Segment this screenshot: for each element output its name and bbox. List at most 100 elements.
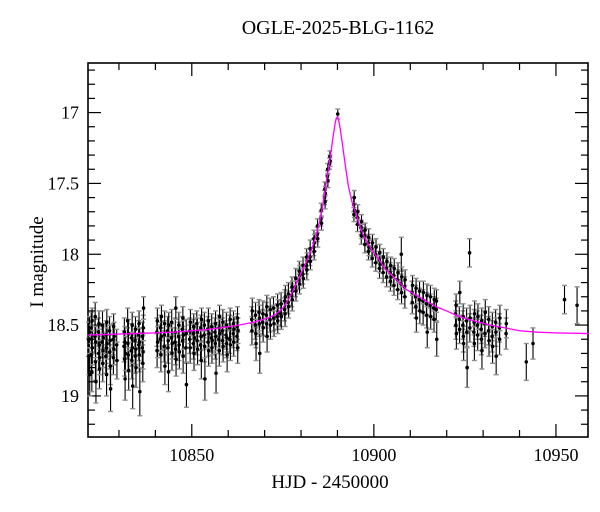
- data-point: [479, 327, 483, 332]
- data-point: [177, 323, 181, 327]
- data-point: [359, 234, 364, 238]
- data-point: [123, 351, 128, 356]
- data-point: [297, 269, 302, 274]
- data-point: [181, 354, 185, 359]
- data-point: [323, 200, 327, 204]
- data-point: [177, 350, 182, 354]
- data-point: [166, 345, 170, 350]
- data-point: [260, 320, 265, 325]
- data-point: [111, 355, 116, 360]
- data-point: [377, 266, 382, 271]
- data-point: [97, 343, 102, 347]
- data-point: [428, 294, 433, 299]
- data-point: [504, 331, 508, 336]
- data-point: [184, 345, 188, 350]
- data-point: [217, 348, 222, 353]
- data-point: [191, 331, 196, 336]
- data-point: [93, 334, 97, 339]
- data-point: [224, 333, 228, 337]
- data-point: [224, 341, 229, 346]
- data-point: [217, 331, 222, 336]
- data-point: [89, 326, 94, 330]
- data-point: [166, 370, 171, 374]
- y-tick-label: 18: [61, 244, 79, 264]
- data-point: [253, 313, 258, 317]
- data-point: [486, 317, 491, 322]
- data-point: [96, 351, 101, 356]
- data-point: [454, 323, 458, 327]
- data-point: [414, 304, 418, 309]
- data-point: [199, 326, 203, 330]
- data-point: [366, 249, 371, 254]
- data-point: [198, 343, 203, 347]
- data-point: [312, 249, 316, 254]
- data-point: [483, 331, 487, 336]
- data-point: [203, 377, 207, 381]
- data-point: [272, 321, 276, 326]
- data-point: [188, 345, 192, 350]
- data-point: [100, 340, 105, 344]
- data-point: [531, 341, 535, 346]
- data-point: [115, 358, 119, 363]
- data-point: [384, 275, 389, 279]
- data-point: [290, 297, 295, 302]
- data-point: [206, 348, 211, 353]
- data-point: [141, 350, 145, 354]
- data-point: [494, 330, 498, 334]
- data-point: [97, 355, 102, 360]
- data-point: [86, 337, 91, 342]
- data-point: [100, 361, 105, 366]
- data-point: [457, 317, 462, 322]
- data-point: [250, 328, 254, 333]
- data-point: [235, 334, 239, 339]
- data-point: [487, 338, 491, 343]
- data-point: [434, 337, 439, 342]
- data-point: [174, 357, 178, 361]
- data-point: [130, 384, 135, 388]
- data-point: [253, 323, 258, 327]
- data-point: [210, 338, 215, 343]
- data-point: [199, 317, 204, 322]
- data-point: [130, 358, 134, 363]
- data-point: [170, 341, 175, 346]
- data-point: [216, 337, 221, 342]
- data-point: [129, 348, 134, 353]
- data-point: [275, 319, 280, 323]
- data-point: [90, 370, 94, 374]
- data-point: [279, 302, 283, 306]
- data-point: [250, 309, 255, 313]
- data-point: [104, 372, 109, 377]
- data-point: [396, 270, 400, 275]
- data-point: [403, 294, 407, 299]
- data-point: [195, 321, 199, 326]
- data-point: [385, 259, 389, 264]
- data-point: [187, 337, 192, 342]
- data-point: [173, 340, 177, 344]
- data-point: [129, 336, 134, 340]
- data-point: [184, 331, 188, 336]
- data-point: [104, 354, 108, 359]
- data-point: [399, 252, 404, 257]
- data-point: [257, 351, 262, 356]
- data-point: [133, 354, 138, 359]
- data-point: [236, 328, 240, 333]
- data-point: [221, 320, 225, 325]
- data-point: [220, 328, 225, 333]
- data-point: [483, 310, 488, 315]
- data-point: [158, 326, 163, 330]
- data-point: [107, 328, 112, 333]
- data-point: [294, 289, 298, 293]
- data-point: [111, 324, 116, 329]
- data-point: [454, 331, 459, 336]
- data-point: [89, 337, 94, 342]
- data-point: [254, 331, 258, 336]
- data-point: [417, 289, 422, 293]
- data-point: [162, 321, 167, 326]
- data-point: [319, 221, 324, 225]
- data-point: [108, 338, 112, 343]
- data-point: [268, 317, 272, 322]
- data-point: [224, 323, 229, 327]
- data-point: [475, 323, 480, 327]
- data-point: [89, 353, 94, 357]
- data-point: [268, 323, 273, 327]
